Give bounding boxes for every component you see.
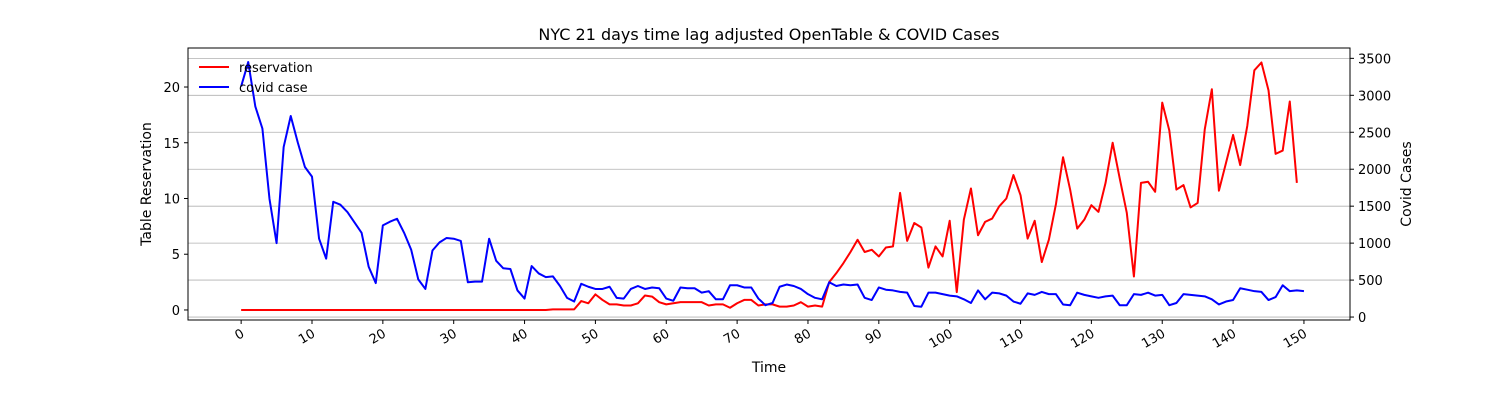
y-right-tick-label: 2500: [1358, 126, 1391, 141]
legend: reservation covid case: [199, 61, 313, 96]
x-tick-label: 50: [580, 326, 602, 347]
plot-area-frame: [187, 47, 1351, 321]
y-right-tick-label: 2000: [1358, 163, 1391, 178]
x-axis: 0 10 20 30 40 50 60 70 80 90 100 110 120 130 140 150: [232, 320, 1310, 352]
y-left-tick-label: 5: [172, 248, 180, 263]
x-tick-label: 70: [721, 326, 743, 347]
x-tick-label: 90: [863, 326, 885, 347]
x-tick-label: 30: [438, 326, 460, 347]
y-left-tick-label: 10: [163, 192, 180, 207]
y-axis-right-title: Covid Cases: [1399, 141, 1415, 226]
chart-title: NYC 21 days time lag adjusted OpenTable …: [538, 25, 999, 44]
y-left-tick-label: 20: [163, 81, 180, 96]
x-tick-label: 40: [509, 326, 531, 347]
series-line-covid-case: [240, 61, 1305, 308]
series-lines: [240, 61, 1305, 311]
y-axis-left: 0 5 10 15 20: [163, 81, 188, 319]
y-right-tick-label: 3500: [1358, 52, 1391, 67]
x-tick-label: 10: [296, 326, 318, 347]
x-tick-label: 150: [1281, 326, 1310, 351]
x-tick-label: 140: [1210, 326, 1239, 351]
x-tick-label: 0: [232, 326, 247, 343]
y-right-tick-label: 500: [1358, 274, 1383, 289]
y-axis-right: 0 500 1000 1500 2000 2500 3000 3500: [1350, 52, 1391, 326]
y-left-tick-label: 0: [172, 304, 180, 319]
y-right-tick-label: 3000: [1358, 89, 1391, 104]
legend-label-covid-case: covid case: [239, 81, 308, 96]
x-tick-label: 20: [367, 326, 389, 347]
x-tick-label: 120: [1068, 326, 1097, 351]
y-left-tick-label: 15: [163, 137, 180, 152]
x-tick-label: 100: [927, 326, 956, 351]
x-axis-title: Time: [751, 360, 786, 376]
x-tick-label: 80: [792, 326, 814, 347]
x-tick-label: 60: [650, 326, 672, 347]
y-axis-left-title: Table Reservation: [139, 122, 155, 247]
x-tick-label: 110: [998, 326, 1027, 351]
series-line-reservation: [241, 61, 1298, 311]
y-right-tick-label: 1000: [1358, 237, 1391, 252]
y-right-tick-label: 0: [1358, 311, 1366, 326]
legend-label-reservation: reservation: [239, 61, 313, 76]
x-tick-label: 130: [1139, 326, 1168, 351]
y-right-tick-label: 1500: [1358, 200, 1391, 215]
